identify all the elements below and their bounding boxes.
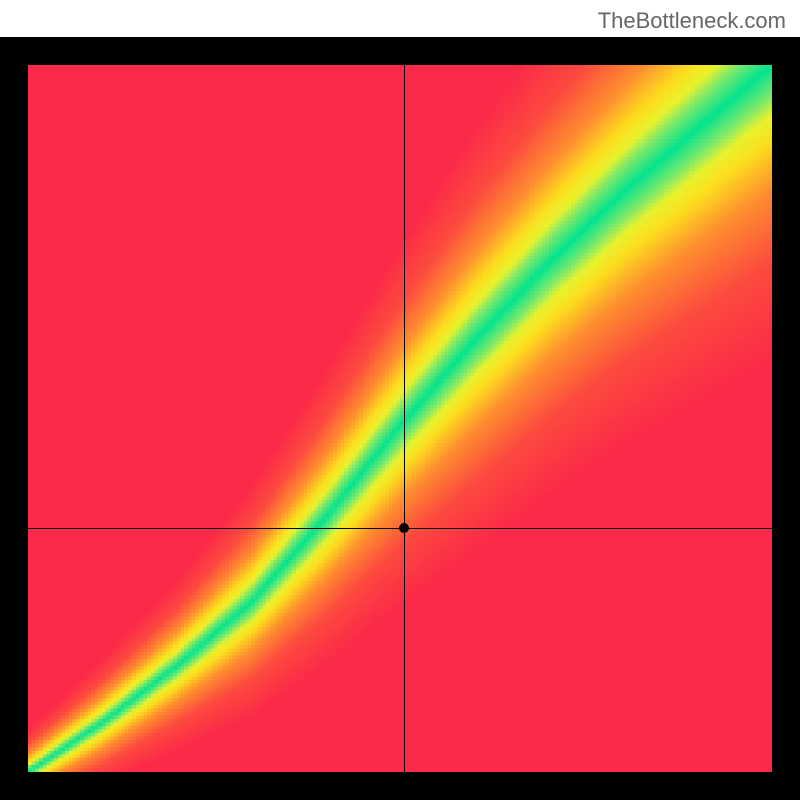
crosshair-vertical [404, 65, 405, 772]
watermark-text: TheBottleneck.com [598, 8, 786, 34]
chart-container: TheBottleneck.com [0, 0, 800, 800]
crosshair-marker-dot [399, 523, 409, 533]
heatmap-canvas [28, 65, 772, 772]
heatmap-plot-area [28, 65, 772, 772]
